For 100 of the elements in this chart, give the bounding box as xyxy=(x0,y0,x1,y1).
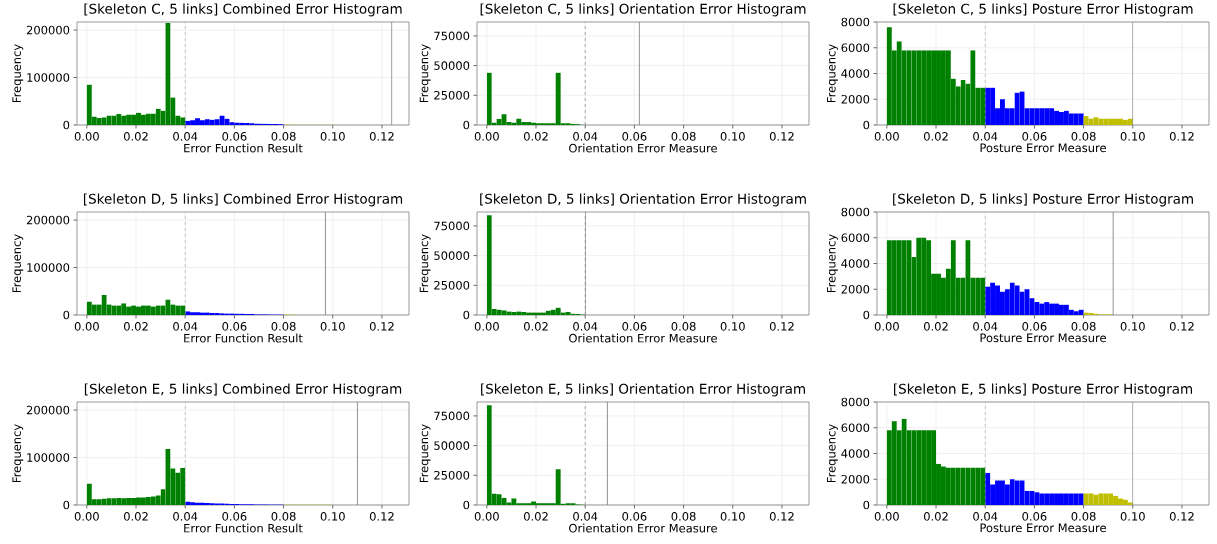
y-tick-label: 200000 xyxy=(26,25,70,35)
x-tick-label: 0.10 xyxy=(720,132,745,141)
x-tick-label: 0.12 xyxy=(769,512,794,521)
y-tick-label: 0 xyxy=(63,120,70,130)
y-axis-title: Frequency xyxy=(827,424,838,483)
x-tick-label: 0.12 xyxy=(1169,132,1194,141)
x-axis-title: Orientation Error Measure xyxy=(569,333,717,343)
x-tick-label: 0.00 xyxy=(474,322,499,331)
x-tick-label: 0.06 xyxy=(222,322,247,331)
x-tick-label: 0.08 xyxy=(1071,132,1096,141)
x-tick-label: 0.12 xyxy=(369,132,394,141)
y-tick-label: 4000 xyxy=(841,449,870,458)
y-axis-title: Frequency xyxy=(419,234,431,293)
x-tick-label: 0.10 xyxy=(320,322,345,331)
x-tick-label: 0.02 xyxy=(123,512,148,521)
y-tick-label: 50000 xyxy=(434,61,470,70)
y-tick-label: 2000 xyxy=(841,94,870,104)
x-tick-label: 0.12 xyxy=(369,322,394,331)
y-tick-label: 100000 xyxy=(27,453,70,462)
y-tick-label: 50000 xyxy=(434,251,470,260)
y-tick-label: 200000 xyxy=(26,405,70,415)
x-axis-title: Error Function Result xyxy=(184,333,303,343)
x-tick-label: 0.04 xyxy=(173,132,198,141)
x-tick-label: 0.02 xyxy=(123,322,148,331)
y-tick-label: 6000 xyxy=(841,43,870,53)
y-tick-label: 6000 xyxy=(841,423,870,433)
chart-title: [Skeleton E, 5 links] Posture Error Histogram xyxy=(894,383,1193,397)
chart-title: [Skeleton C, 5 links] Orientation Error Histogram xyxy=(480,3,806,17)
x-tick-label: 0.00 xyxy=(74,512,99,521)
x-tick-label: 0.04 xyxy=(973,132,998,141)
x-tick-label: 0.06 xyxy=(222,132,247,141)
x-tick-label: 0.02 xyxy=(923,322,948,331)
x-tick-label: 0.12 xyxy=(769,132,794,141)
x-tick-label: 0.08 xyxy=(671,512,696,521)
x-tick-label: 0.10 xyxy=(1120,512,1145,521)
x-tick-label: 0.04 xyxy=(973,512,998,521)
x-tick-label: 0.02 xyxy=(523,512,548,521)
x-tick-label: 0.08 xyxy=(271,132,296,141)
x-tick-label: 0.02 xyxy=(123,132,148,141)
y-tick-label: 0 xyxy=(463,120,470,130)
y-tick-label: 8000 xyxy=(841,17,870,27)
y-tick-label: 25000 xyxy=(434,90,470,100)
x-tick-label: 0.06 xyxy=(222,512,247,521)
chart-title: [Skeleton C, 5 links] Combined Error Histogram xyxy=(84,3,402,17)
x-tick-label: 0.06 xyxy=(622,322,647,331)
x-tick-label: 0.04 xyxy=(573,322,598,331)
x-tick-label: 0.02 xyxy=(923,512,948,521)
x-axis-title: Posture Error Measure xyxy=(980,143,1106,153)
x-tick-label: 0.04 xyxy=(173,512,198,521)
x-tick-label: 0.08 xyxy=(1071,512,1096,521)
x-tick-label: 0.00 xyxy=(874,322,899,331)
x-tick-label: 0.12 xyxy=(769,322,794,331)
y-tick-label: 0 xyxy=(463,310,470,320)
x-tick-label: 0.00 xyxy=(74,132,99,141)
x-tick-label: 0.10 xyxy=(320,512,345,521)
x-axis-title: Orientation Error Measure xyxy=(569,523,717,533)
x-tick-label: 0.10 xyxy=(720,512,745,521)
y-tick-label: 2000 xyxy=(841,284,870,294)
y-tick-label: 8000 xyxy=(841,397,870,407)
y-tick-label: 25000 xyxy=(434,470,470,480)
x-tick-label: 0.04 xyxy=(173,322,198,331)
x-tick-label: 0.00 xyxy=(74,322,99,331)
x-tick-label: 0.10 xyxy=(1120,322,1145,331)
y-tick-label: 100000 xyxy=(27,263,70,272)
x-tick-label: 0.10 xyxy=(1120,132,1145,141)
x-tick-label: 0.10 xyxy=(320,132,345,141)
x-axis-title: Orientation Error Measure xyxy=(569,143,717,153)
x-tick-label: 0.12 xyxy=(1169,322,1194,331)
y-tick-label: 0 xyxy=(863,500,870,510)
y-tick-label: 0 xyxy=(463,500,470,510)
x-tick-label: 0.04 xyxy=(973,322,998,331)
x-tick-label: 0.08 xyxy=(671,132,696,141)
y-tick-label: 50000 xyxy=(434,441,470,450)
x-axis-title: Error Function Result xyxy=(184,523,303,533)
x-tick-label: 0.06 xyxy=(1022,512,1047,521)
chart-title: [Skeleton D, 5 links] Orientation Error Histogram xyxy=(480,193,806,207)
chart-title: [Skeleton D, 5 links] Combined Error Histogram xyxy=(83,193,403,207)
x-tick-label: 0.06 xyxy=(1022,322,1047,331)
x-tick-label: 0.08 xyxy=(271,322,296,331)
y-tick-label: 100000 xyxy=(27,73,70,82)
x-tick-label: 0.06 xyxy=(622,512,647,521)
x-tick-label: 0.02 xyxy=(523,322,548,331)
x-tick-label: 0.00 xyxy=(874,132,899,141)
x-tick-label: 0.08 xyxy=(271,512,296,521)
x-tick-label: 0.00 xyxy=(874,512,899,521)
y-tick-label: 200000 xyxy=(26,215,70,225)
y-tick-label: 6000 xyxy=(841,233,870,243)
chart-title: [Skeleton E, 5 links] Combined Error Histogram xyxy=(84,383,402,397)
x-axis-title: Posture Error Measure xyxy=(980,523,1106,533)
x-tick-label: 0.10 xyxy=(720,322,745,331)
x-tick-label: 0.12 xyxy=(369,512,394,521)
y-tick-label: 0 xyxy=(863,120,870,130)
y-tick-label: 75000 xyxy=(434,31,470,41)
y-axis-title: Frequency xyxy=(827,44,838,103)
y-tick-label: 25000 xyxy=(434,280,470,290)
y-tick-label: 4000 xyxy=(841,259,870,268)
x-tick-label: 0.06 xyxy=(622,132,647,141)
y-axis-title: Frequency xyxy=(12,44,24,103)
y-axis-title: Frequency xyxy=(419,44,431,103)
y-tick-label: 75000 xyxy=(434,411,470,421)
